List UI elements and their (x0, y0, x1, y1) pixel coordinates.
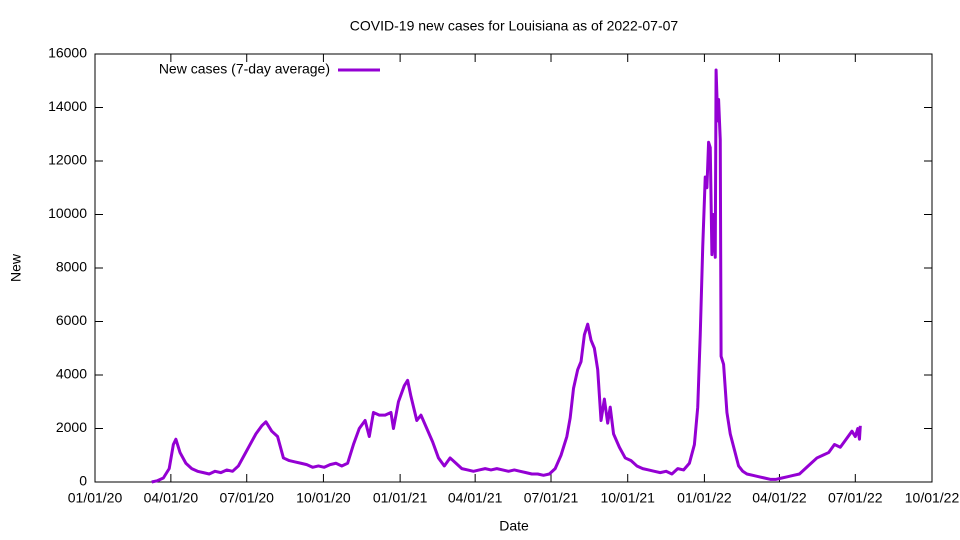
x-tick-label: 07/01/21 (524, 490, 579, 506)
y-tick-label: 4000 (56, 366, 87, 382)
x-tick-label: 01/01/22 (677, 490, 732, 506)
x-axis-label: Date (499, 518, 529, 534)
x-tick-label: 04/01/22 (752, 490, 807, 506)
y-tick-label: 8000 (56, 259, 87, 275)
y-axis-label: New (8, 253, 24, 282)
x-tick-label: 07/01/22 (828, 490, 883, 506)
x-tick-label: 01/01/21 (373, 490, 428, 506)
y-tick-label: 2000 (56, 419, 87, 435)
y-tick-label: 16000 (48, 45, 87, 61)
x-tick-label: 10/01/20 (296, 490, 351, 506)
y-tick-label: 10000 (48, 205, 87, 221)
y-tick-label: 6000 (56, 312, 87, 328)
x-tick-label: 01/01/20 (68, 490, 123, 506)
x-tick-label: 07/01/20 (219, 490, 274, 506)
y-tick-label: 0 (79, 473, 87, 489)
x-tick-label: 04/01/20 (144, 490, 199, 506)
chart-title: COVID-19 new cases for Louisiana as of 2… (350, 18, 679, 34)
x-tick-label: 10/01/21 (600, 490, 655, 506)
legend-label: New cases (7-day average) (159, 61, 330, 77)
data-line (151, 68, 862, 484)
x-tick-label: 10/01/22 (905, 490, 960, 506)
plot-frame (94, 53, 933, 483)
y-tick-label: 14000 (48, 98, 87, 114)
y-tick-label: 12000 (48, 152, 87, 168)
x-tick-label: 04/01/21 (448, 490, 503, 506)
